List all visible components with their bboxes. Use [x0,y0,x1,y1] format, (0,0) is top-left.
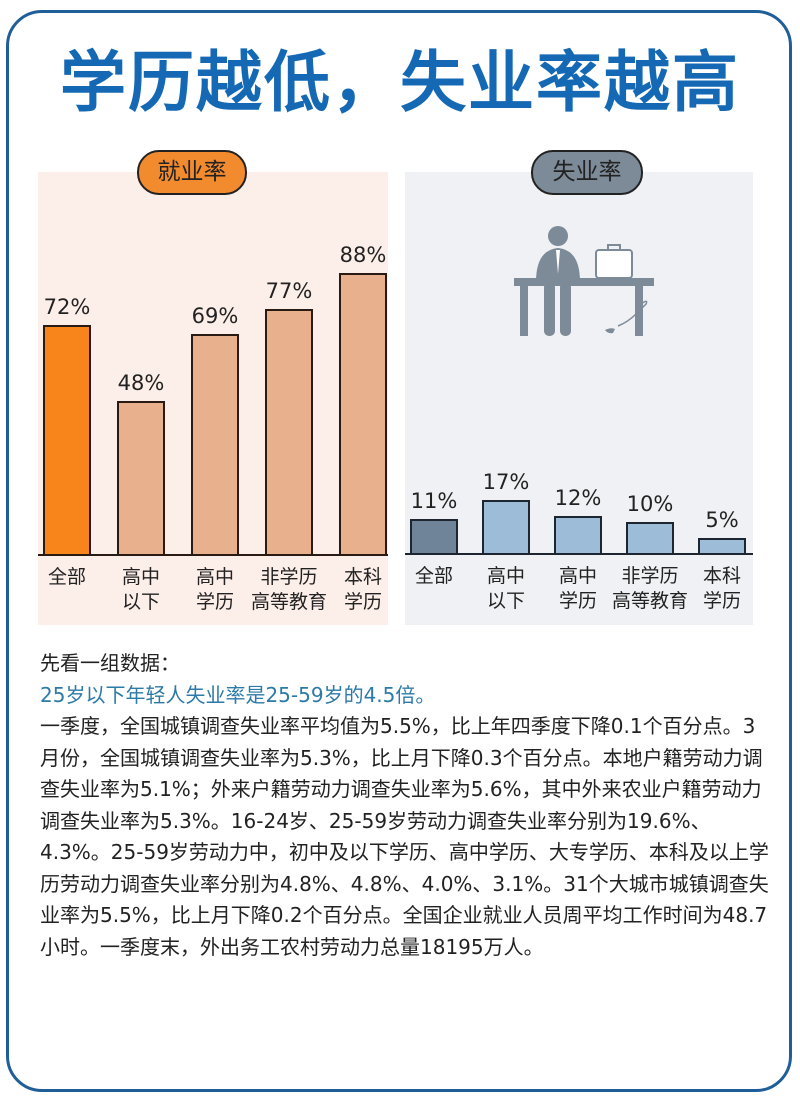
bar-value-label: 12% [554,485,602,510]
emp-bar [117,401,165,556]
unemp-bar [554,515,602,555]
bar-category-label: 非学历 高等教育 [250,566,327,613]
unemp-bar [482,499,530,555]
bar-category-label: 全部 [47,566,86,588]
bar-category-label: 高中 学历 [558,565,597,612]
bar-category-label: 非学历 高等教育 [611,565,688,612]
emp-bar [339,273,387,556]
article-intro: 先看一组数据： [40,651,180,675]
employment-chart-label: 就业率 [137,150,247,195]
bar-category-label: 高中 以下 [486,565,525,612]
bar-value-label: 69% [191,304,239,329]
emp-bar [191,334,239,556]
unemployment-chart-label: 失业率 [531,150,643,195]
sad-man-on-bench-icon [514,226,654,336]
emp-bar [265,308,313,556]
unemp-bar [410,518,458,555]
bar-value-label: 88% [339,243,387,268]
article-text: 先看一组数据： 25岁以下年轻人失业率是25-59岁的4.5倍。 一季度，全国城… [40,648,770,963]
bar-value-label: 10% [626,492,674,516]
bar-value-label: 72% [43,294,91,319]
employment-baseline [38,554,388,556]
bar-category-label: 全部 [414,565,453,587]
article-body: 一季度，全国城镇调查失业率平均值为5.5%，比上年四季度下降0.1个百分点。3月… [40,714,769,959]
bar-value-label: 17% [482,469,530,494]
unemployment-baseline [405,553,753,555]
bar-category-label: 高中 以下 [121,566,160,613]
unemp-bar [626,522,674,555]
article-highlight: 25岁以下年轻人失业率是25-59岁的4.5倍。 [40,682,436,707]
emp-bar [43,324,91,556]
bar-value-label: 77% [265,278,313,303]
bar-value-label: 11% [410,488,458,513]
page-title: 学历越低，失业率越高 [60,44,740,121]
bar-value-label: 5% [705,508,739,532]
bar-value-label: 48% [117,371,165,396]
bar-category-label: 高中 学历 [195,566,234,613]
bar-category-label: 本科 学历 [343,566,382,613]
bar-category-label: 本科 学历 [702,565,741,612]
